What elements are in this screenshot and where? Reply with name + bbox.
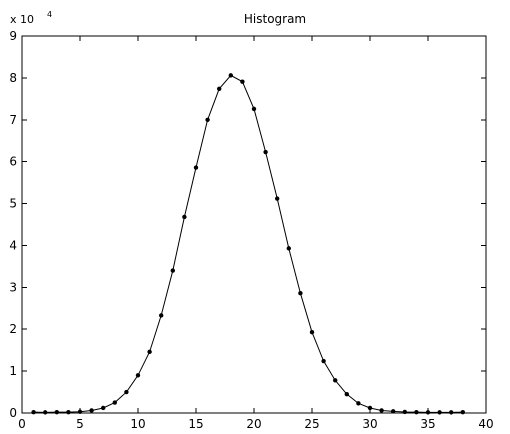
data-point (77, 409, 83, 414)
data-point (379, 408, 384, 413)
plot-frame (21, 35, 487, 414)
data-point (54, 409, 59, 415)
y-axis-exponent-power: 4 (47, 10, 52, 19)
data-point (414, 409, 419, 415)
data-point (391, 409, 396, 414)
data-point (193, 165, 199, 170)
x-tick-label: 20 (246, 417, 261, 431)
data-point (344, 391, 349, 397)
y-axis: 0 1 2 3 4 5 6 7 8 9 (9, 29, 486, 420)
y-tick-label: 0 (9, 406, 17, 420)
x-tick-label: 40 (478, 417, 493, 431)
y-tick-label: 3 (9, 280, 17, 294)
data-point (101, 405, 106, 411)
data-point (89, 408, 94, 413)
data-point (402, 409, 407, 415)
y-tick-label: 8 (9, 71, 17, 85)
series-group (31, 73, 465, 415)
data-point (286, 246, 291, 251)
x-tick-label: 10 (130, 417, 145, 431)
y-tick-label: 2 (9, 322, 17, 336)
data-point (159, 313, 164, 318)
data-point (205, 117, 210, 122)
data-point (240, 79, 245, 84)
data-point (437, 410, 442, 415)
chart-title: Histogram (244, 12, 306, 26)
data-point (367, 405, 373, 411)
x-tick-label: 30 (362, 417, 377, 431)
y-tick-label: 5 (9, 197, 17, 211)
data-point (425, 410, 431, 415)
data-point (43, 410, 48, 415)
data-point (170, 268, 175, 273)
data-point (182, 214, 187, 220)
data-point (449, 410, 454, 415)
data-point (217, 86, 222, 91)
x-tick-label: 0 (18, 417, 26, 431)
data-point (228, 73, 233, 78)
data-point (135, 373, 141, 378)
data-point (460, 409, 465, 415)
data-point (66, 409, 71, 415)
x-tick-label: 5 (76, 417, 84, 431)
plot-area-border (21, 35, 487, 414)
data-point (31, 409, 36, 415)
x-axis: 0 5 10 15 20 25 30 35 40 (18, 36, 494, 431)
x-tick-label: 25 (304, 417, 319, 431)
data-point (333, 378, 338, 383)
data-point (124, 389, 129, 395)
y-tick-label: 4 (9, 238, 17, 252)
y-tick-label: 6 (9, 155, 17, 169)
data-point (321, 358, 326, 364)
y-tick-label: 7 (9, 113, 17, 127)
x-tick-label: 35 (420, 417, 435, 431)
y-axis-exponent-base: x 10 (10, 13, 34, 26)
data-point (263, 149, 268, 155)
y-tick-label: 9 (9, 29, 17, 43)
x-tick-label: 15 (188, 417, 203, 431)
data-point (298, 290, 303, 296)
data-point (275, 196, 280, 201)
y-tick-label: 1 (9, 364, 17, 378)
data-point (147, 349, 152, 355)
data-point (112, 400, 118, 405)
data-point (309, 329, 315, 335)
data-point (251, 106, 257, 112)
data-point (356, 401, 361, 406)
